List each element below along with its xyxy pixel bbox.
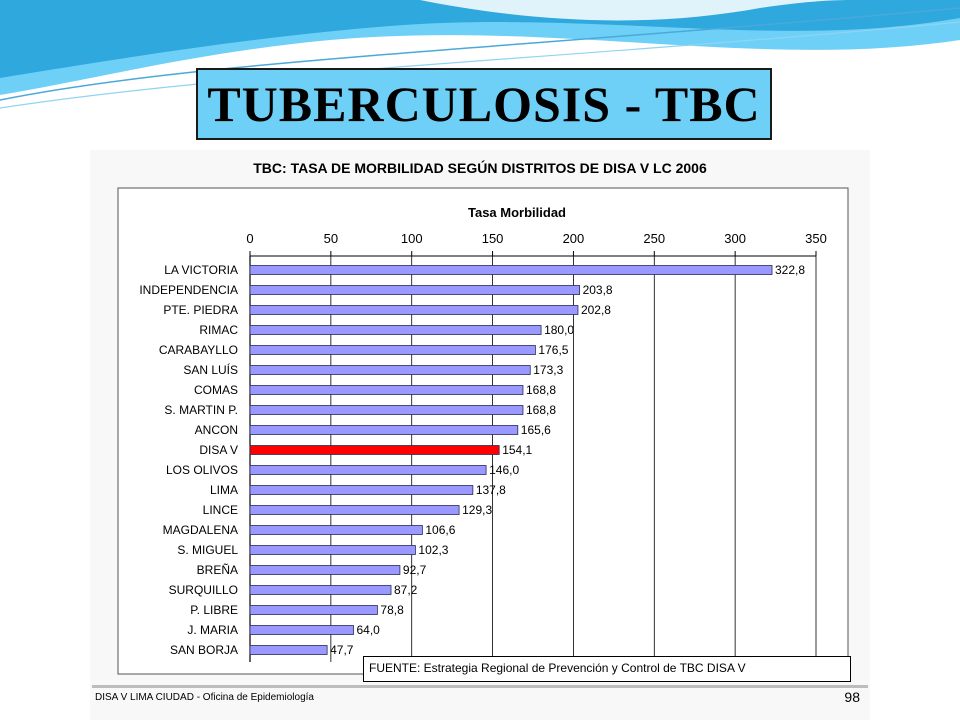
value-label-11: 146,0 xyxy=(489,463,519,477)
source-note: FUENTE: Estrategia Regional de Prevenció… xyxy=(363,656,851,682)
axis-title: Tasa Morbilidad xyxy=(468,205,566,220)
category-label-11: LOS OLIVOS xyxy=(166,463,238,477)
category-label-3: PTE. PIEDRA xyxy=(163,303,238,317)
tick-label-300: 300 xyxy=(724,231,746,246)
value-label-16: 92,7 xyxy=(403,563,427,577)
category-label-8: S. MARTIN P. xyxy=(164,403,238,417)
tick-label-250: 250 xyxy=(643,231,665,246)
category-label-15: S. MIGUEL xyxy=(177,543,238,557)
value-labels: 322,8 203,8 202,8 180,0 176,5 173,3 168,8 168,8… xyxy=(330,263,805,657)
bar-16 xyxy=(249,565,401,575)
value-label-18: 78,8 xyxy=(380,603,404,617)
category-label-20: SAN BORJA xyxy=(170,643,238,657)
bar-8 xyxy=(249,405,524,415)
category-label-12: LIMA xyxy=(210,483,238,497)
category-label-17: SURQUILLO xyxy=(169,583,238,597)
tick-label-200: 200 xyxy=(563,231,585,246)
header-wave-line-1 xyxy=(0,7,960,101)
tick-labels: 0 50 100 150 200 250 300 350 xyxy=(246,231,826,246)
bar-1 xyxy=(249,265,773,275)
bar-9 xyxy=(249,425,519,435)
tick-label-150: 150 xyxy=(482,231,504,246)
bar-12 xyxy=(249,485,474,495)
value-label-2: 203,8 xyxy=(583,283,613,297)
value-label-4: 180,0 xyxy=(544,323,574,337)
category-label-14: MAGDALENA xyxy=(163,523,238,537)
bar-11 xyxy=(249,465,487,475)
header-wave-front xyxy=(0,0,960,78)
tick-label-0: 0 xyxy=(246,231,253,246)
category-label-16: BREÑA xyxy=(197,563,238,577)
category-label-10: DISA V xyxy=(199,443,238,457)
bar-4 xyxy=(249,325,542,335)
value-label-5: 176,5 xyxy=(538,343,568,357)
bars xyxy=(249,265,773,655)
category-labels: LA VICTORIA INDEPENDENCIA PTE. PIEDRA RIMAC… xyxy=(139,263,238,657)
bar-19 xyxy=(249,625,354,635)
value-label-13: 129,3 xyxy=(462,503,492,517)
value-label-14: 106,6 xyxy=(425,523,455,537)
bar-5 xyxy=(249,345,536,355)
category-label-1: LA VICTORIA xyxy=(164,263,238,277)
bar-20 xyxy=(249,645,328,655)
bar-18 xyxy=(249,605,378,615)
slide-title: TUBERCULOSIS - TBC xyxy=(207,76,761,132)
value-label-15: 102,3 xyxy=(418,543,448,557)
category-label-7: COMAS xyxy=(194,383,238,397)
bar-3 xyxy=(249,305,579,315)
bar-13 xyxy=(249,505,460,515)
value-label-6: 173,3 xyxy=(533,363,563,377)
header-wave-shine xyxy=(420,0,850,21)
footer-divider xyxy=(92,685,868,688)
value-label-3: 202,8 xyxy=(581,303,611,317)
category-label-9: ANCON xyxy=(195,423,238,437)
value-label-8: 168,8 xyxy=(526,403,556,417)
value-label-10: 154,1 xyxy=(502,443,532,457)
bar-10 xyxy=(249,445,500,455)
tick-label-100: 100 xyxy=(401,231,423,246)
category-label-13: LINCE xyxy=(203,503,238,517)
category-label-2: INDEPENDENCIA xyxy=(139,283,238,297)
value-label-1: 322,8 xyxy=(775,263,805,277)
value-label-9: 165,6 xyxy=(521,423,551,437)
tick-label-350: 350 xyxy=(805,231,827,246)
bar-17 xyxy=(249,585,392,595)
title-box: TUBERCULOSIS - TBC xyxy=(196,68,772,140)
page-number: 98 xyxy=(844,689,860,705)
value-label-19: 64,0 xyxy=(356,623,380,637)
footer-organization: DISA V LIMA CIUDAD - Oficina de Epidemio… xyxy=(95,692,314,703)
value-label-17: 87,2 xyxy=(394,583,418,597)
chart-title: TBC: TASA DE MORBILIDAD SEGÚN DISTRITOS … xyxy=(253,160,707,176)
bar-6 xyxy=(249,365,531,375)
category-label-18: P. LIBRE xyxy=(190,603,238,617)
bar-14 xyxy=(249,525,423,535)
tick-label-50: 50 xyxy=(324,231,338,246)
value-label-12: 137,8 xyxy=(476,483,506,497)
category-label-19: J. MARIA xyxy=(187,623,238,637)
header-wave-decoration xyxy=(0,0,960,109)
bar-2 xyxy=(249,285,580,295)
header-wave-line-2 xyxy=(0,21,960,109)
bar-7 xyxy=(249,385,524,395)
value-label-20: 47,7 xyxy=(330,643,354,657)
value-label-7: 168,8 xyxy=(526,383,556,397)
category-label-6: SAN LUÍS xyxy=(183,362,238,377)
category-label-4: RIMAC xyxy=(199,323,238,337)
category-label-5: CARABAYLLO xyxy=(159,343,238,357)
bar-15 xyxy=(249,545,416,555)
